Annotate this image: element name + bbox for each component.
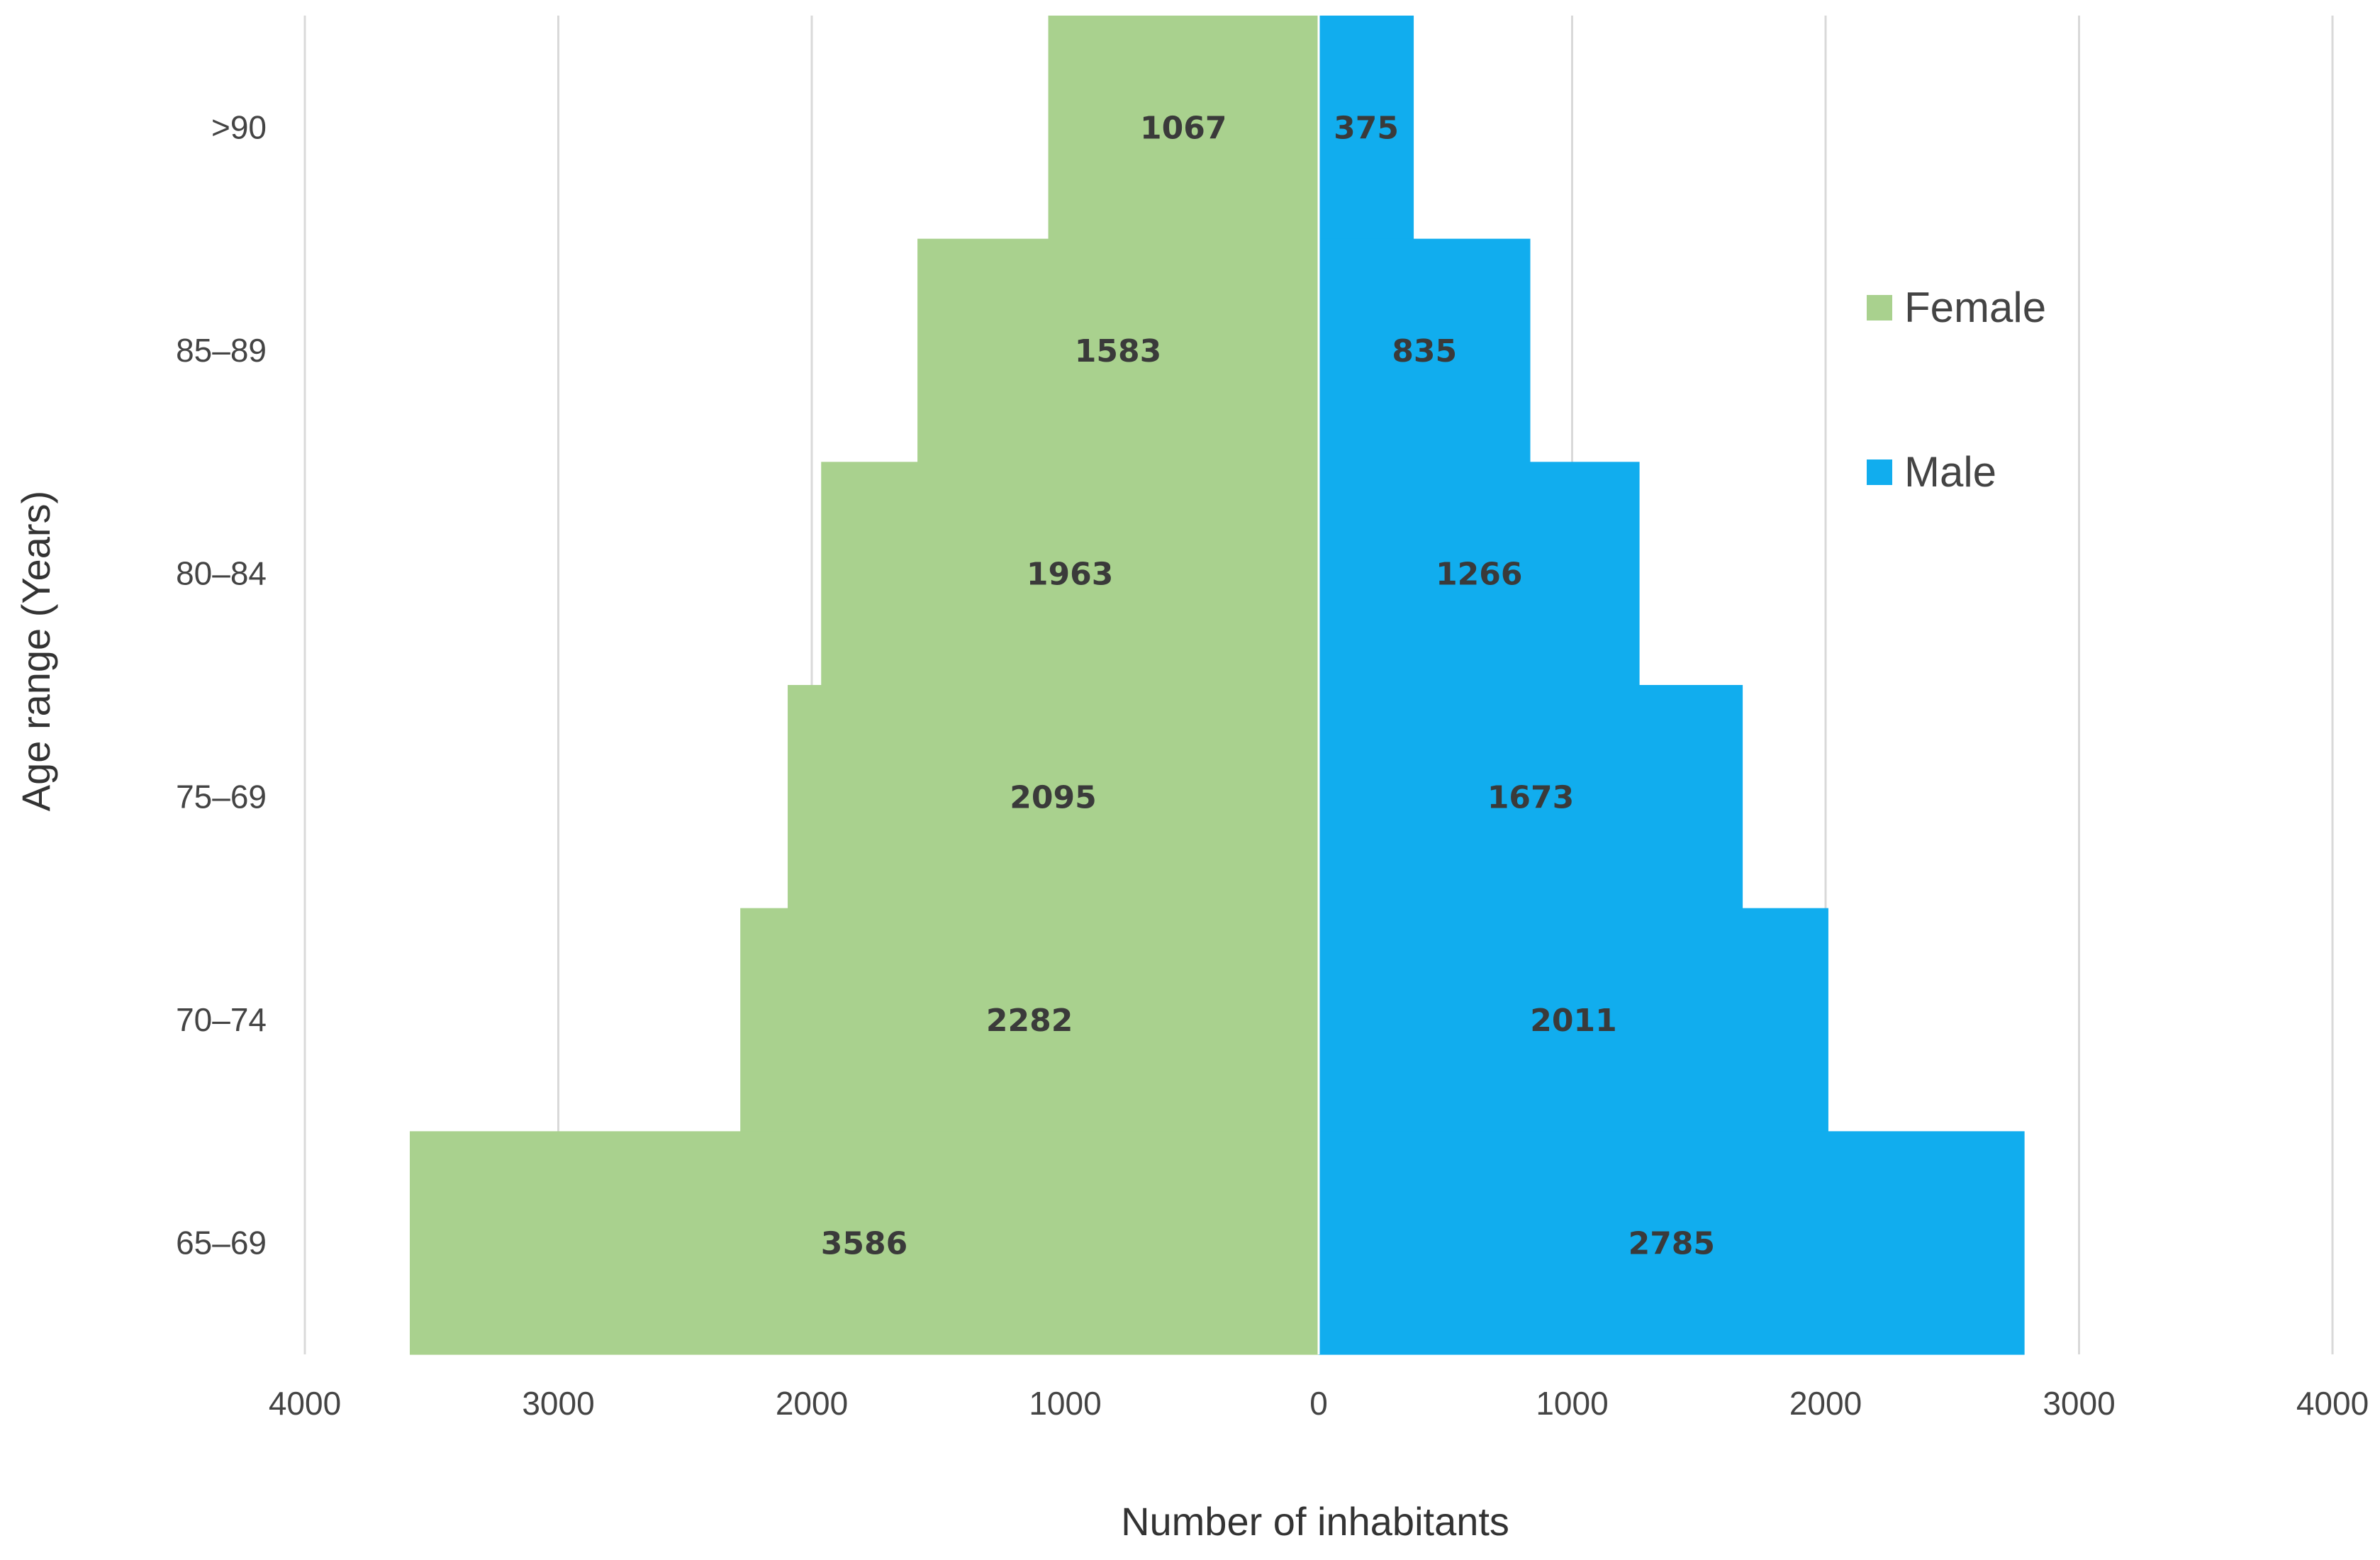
male-bar: [1319, 1131, 2025, 1355]
x-tick-label: 0: [1309, 1385, 1328, 1422]
y-category-label: 65–69: [176, 1225, 267, 1261]
x-tick-label: 1000: [1029, 1385, 1101, 1422]
legend: Female Male: [1867, 284, 2046, 496]
legend-label-female: Female: [1904, 284, 2046, 331]
legend-swatch-female: [1867, 295, 1892, 321]
female-bar: [788, 685, 1319, 909]
male-bar: [1319, 238, 1531, 462]
male-data-label: 2011: [1530, 1003, 1616, 1039]
male-data-label: 2785: [1628, 1226, 1715, 1262]
x-axis-ticks: 4000 3000 2000 1000 0 1000 2000 3000 4000: [269, 1385, 2369, 1422]
female-data-label: 2282: [986, 1003, 1073, 1039]
x-tick-label: 4000: [269, 1385, 341, 1422]
y-axis-categories: >90 85–89 80–84 75–69 70–74 65–69: [176, 108, 267, 1261]
x-tick-label: 1000: [1536, 1385, 1608, 1422]
male-bar: [1319, 908, 1828, 1132]
x-tick-label: 4000: [2296, 1385, 2369, 1422]
male-bar: [1319, 462, 1640, 686]
y-category-label: 80–84: [176, 555, 267, 592]
x-tick-label: 3000: [522, 1385, 594, 1422]
female-data-label: 3586: [821, 1226, 907, 1262]
female-data-label: 1583: [1075, 333, 1161, 369]
female-bar: [917, 238, 1319, 462]
female-bar: [740, 908, 1319, 1132]
female-bar: [1048, 16, 1319, 240]
male-data-label: 1673: [1487, 779, 1574, 815]
legend-label-male: Male: [1904, 448, 1996, 496]
y-category-label: 75–69: [176, 778, 267, 815]
x-axis-title: Number of inhabitants: [1121, 1499, 1509, 1544]
legend-swatch-male: [1867, 459, 1892, 485]
x-tick-label: 2000: [1789, 1385, 1862, 1422]
x-tick-label: 3000: [2043, 1385, 2115, 1422]
female-bar: [410, 1131, 1319, 1355]
female-data-label: 1067: [1140, 110, 1227, 146]
y-category-label: 70–74: [176, 1001, 267, 1038]
female-data-label: 2095: [1010, 779, 1096, 815]
data-labels: 1067 1583 1963 2095 2282 3586 375 835 1266 1673 20…: [821, 110, 1715, 1261]
y-axis-title: Age range (Years): [13, 491, 58, 811]
bars: [410, 16, 2025, 1355]
female-data-label: 1963: [1027, 557, 1113, 593]
y-category-label: 85–89: [176, 332, 267, 369]
male-bar: [1319, 16, 1414, 240]
female-bar: [821, 462, 1319, 686]
y-category-label: >90: [211, 108, 267, 145]
x-tick-label: 2000: [776, 1385, 848, 1422]
male-data-label: 835: [1392, 333, 1457, 369]
male-data-label: 375: [1334, 110, 1399, 146]
male-data-label: 1266: [1436, 557, 1522, 593]
male-bar: [1319, 685, 1743, 909]
